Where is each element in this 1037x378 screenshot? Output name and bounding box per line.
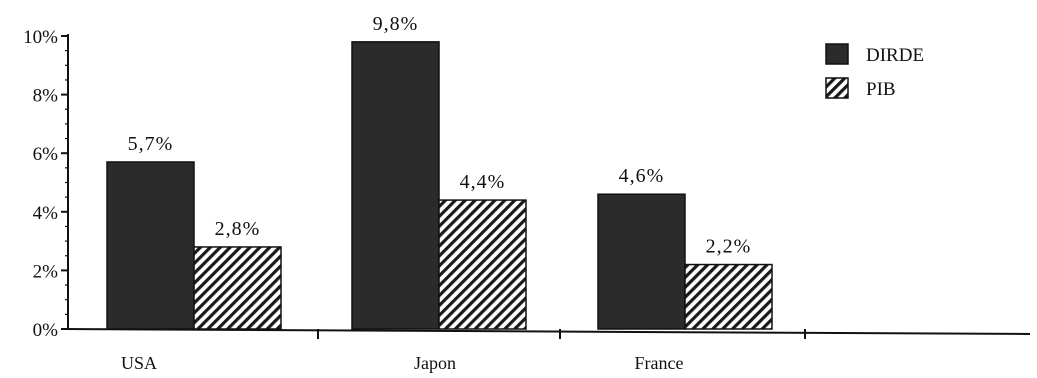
legend-label: PIB — [866, 79, 896, 100]
legend: DIRDE PIB — [825, 43, 924, 100]
x-tick-label: Japon — [414, 353, 456, 373]
legend-label: DIRDE — [866, 45, 924, 66]
data-label: 5,7% — [128, 133, 174, 155]
x-tick-label: France — [635, 353, 684, 373]
y-tick-label: 4% — [33, 203, 59, 224]
x-axis-line — [61, 328, 1031, 335]
y-tick-label: 10% — [23, 27, 58, 48]
bar-pib-usa — [193, 246, 282, 330]
y-tick-label: 2% — [33, 261, 59, 282]
bar-pib-japon — [438, 199, 527, 330]
legend-swatch-dirde — [825, 43, 849, 65]
data-label: 4,4% — [460, 171, 506, 193]
bar-dirde-france — [597, 193, 686, 330]
plot-area: 0% 2% 4% 6% 8% 10% 5,7% 9,8% 4,6% 2,8% 4,4% 2,2% USA… — [23, 13, 1031, 373]
legend-swatch-pib — [825, 77, 849, 99]
data-label: 4,6% — [619, 165, 665, 187]
bar-dirde-japon — [351, 41, 440, 330]
bar-dirde-usa — [106, 161, 195, 330]
y-tick-label: 8% — [33, 86, 59, 107]
data-label: 2,8% — [215, 218, 261, 240]
data-label: 2,2% — [706, 236, 752, 258]
y-tick-label: 0% — [33, 320, 59, 341]
data-label: 9,8% — [373, 13, 419, 35]
bar-pib-france — [684, 263, 773, 330]
y-tick-label: 6% — [33, 144, 59, 165]
x-tick-label: USA — [121, 353, 157, 373]
